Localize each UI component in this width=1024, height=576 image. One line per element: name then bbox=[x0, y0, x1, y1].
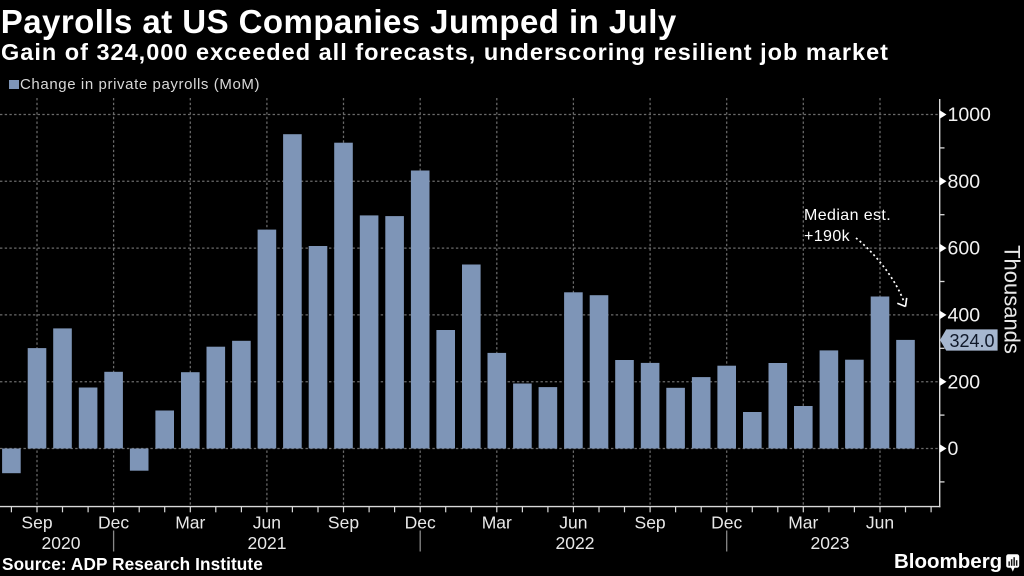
svg-text:Thousands: Thousands bbox=[1000, 245, 1024, 354]
svg-text:2022: 2022 bbox=[556, 533, 595, 553]
svg-text:600: 600 bbox=[948, 238, 981, 260]
svg-text:Median est.: Median est. bbox=[804, 207, 891, 224]
svg-text:Mar: Mar bbox=[482, 513, 512, 533]
svg-text:Jun: Jun bbox=[866, 513, 894, 533]
svg-text:Mar: Mar bbox=[788, 513, 818, 533]
svg-text:Jun: Jun bbox=[253, 513, 281, 533]
svg-text:800: 800 bbox=[948, 171, 981, 193]
svg-text:200: 200 bbox=[948, 371, 981, 393]
svg-text:Dec: Dec bbox=[711, 513, 742, 533]
svg-text:Sep: Sep bbox=[328, 513, 359, 533]
svg-text:2021: 2021 bbox=[248, 533, 287, 553]
svg-text:0: 0 bbox=[948, 438, 959, 460]
svg-text:Sep: Sep bbox=[635, 513, 666, 533]
svg-text:Sep: Sep bbox=[21, 513, 52, 533]
svg-text:Dec: Dec bbox=[98, 513, 129, 533]
svg-text:324.0: 324.0 bbox=[950, 331, 995, 351]
svg-text:Dec: Dec bbox=[405, 513, 436, 533]
svg-text:Jun: Jun bbox=[559, 513, 587, 533]
svg-text:2023: 2023 bbox=[811, 533, 850, 553]
svg-text:1000: 1000 bbox=[948, 104, 992, 126]
svg-text:+190k: +190k bbox=[804, 228, 851, 245]
svg-text:2020: 2020 bbox=[42, 533, 81, 553]
svg-text:Mar: Mar bbox=[175, 513, 205, 533]
svg-text:400: 400 bbox=[948, 305, 981, 327]
